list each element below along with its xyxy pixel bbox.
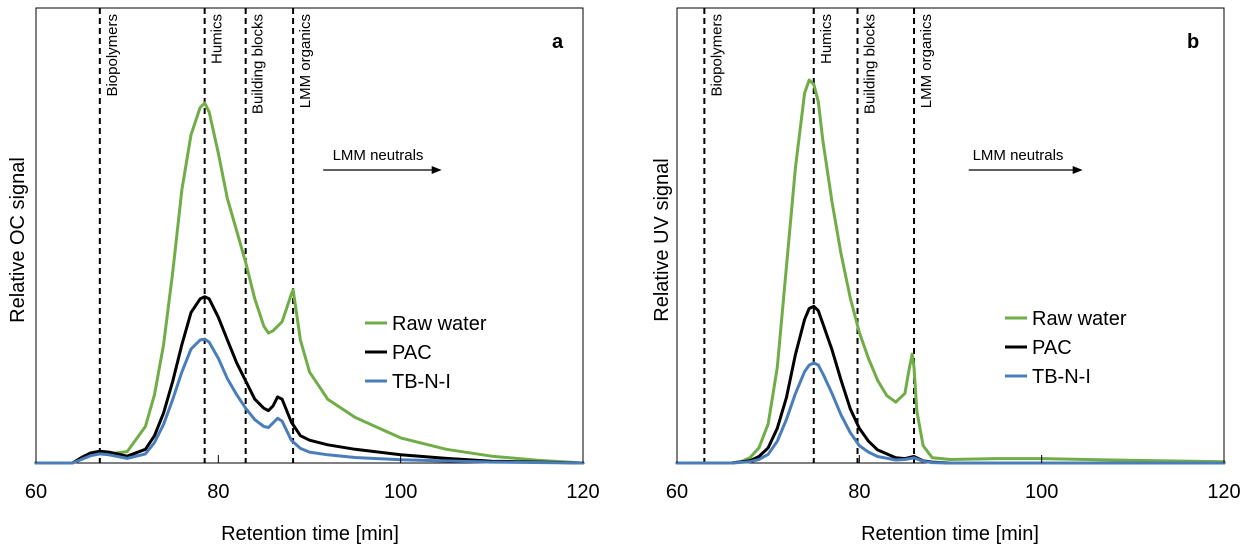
x-tick-label: 100 [384, 481, 417, 503]
region-label: LMM organics [297, 14, 314, 108]
series-lines [675, 78, 1226, 465]
region-label: Humics [818, 14, 835, 64]
x-tick-label: 80 [207, 481, 229, 503]
series-line [675, 304, 1226, 465]
region-label: Humics [209, 14, 226, 64]
lmm-neutrals-annotation: LMM neutrals [323, 147, 442, 174]
x-tick-label: 100 [1025, 481, 1058, 503]
chart-panel-a: Biopolymers Humics Building blocks LMM orga… [7, 7, 600, 545]
series-line [34, 295, 585, 465]
legend-label: PAC [1032, 337, 1072, 359]
y-axis-title: Relative UV signal [651, 158, 673, 321]
legend-label: TB-N-I [1032, 366, 1091, 388]
legend-label: Raw water [1032, 308, 1127, 330]
x-axis-title: Retention time [min] [861, 523, 1039, 545]
legend-label: TB-N-I [392, 371, 451, 393]
region-lines: Biopolymers Humics Building blocks LMM orga… [98, 8, 314, 463]
lmm-neutrals-label: LMM neutrals [973, 147, 1064, 164]
series-line [34, 101, 585, 465]
legend-label: Raw water [392, 313, 487, 335]
x-tick-label: 120 [566, 481, 599, 503]
legend: Raw water PAC TB-N-I [1005, 308, 1127, 388]
x-axis-title: Retention time [min] [221, 523, 399, 545]
region-label: Building blocks [862, 14, 879, 114]
arrow-head [1072, 166, 1083, 174]
plot-frame [35, 7, 584, 464]
panel-letter: a [552, 31, 564, 53]
x-tick-label: 60 [25, 481, 47, 503]
series-line [34, 337, 585, 465]
series-line [675, 361, 1226, 465]
x-axis: 60 80 100 120 [25, 455, 600, 503]
plot-frame [676, 7, 1225, 464]
y-axis-title: Relative OC signal [7, 157, 29, 323]
legend: Raw water PAC TB-N-I [365, 313, 487, 393]
lmm-neutrals-label: LMM neutrals [333, 147, 424, 164]
region-lines: Biopolymers Humics Building blocks LMM orga… [703, 8, 935, 463]
chart-panel-b: Biopolymers Humics Building blocks LMM orga… [651, 7, 1241, 545]
region-label: Building blocks [250, 14, 267, 114]
x-axis: 60 80 100 120 [666, 455, 1241, 503]
series-line [675, 78, 1226, 465]
panel-letter: b [1187, 31, 1199, 53]
region-label: LMM organics [918, 14, 935, 108]
legend-label: PAC [392, 342, 432, 364]
x-tick-label: 80 [848, 481, 870, 503]
series-lines [34, 101, 585, 465]
region-label: Biopolymers [104, 14, 121, 97]
arrow-head [431, 166, 442, 174]
lmm-neutrals-annotation: LMM neutrals [968, 147, 1083, 174]
x-tick-label: 60 [666, 481, 688, 503]
region-label: Biopolymers [708, 14, 725, 97]
x-tick-label: 120 [1207, 481, 1240, 503]
